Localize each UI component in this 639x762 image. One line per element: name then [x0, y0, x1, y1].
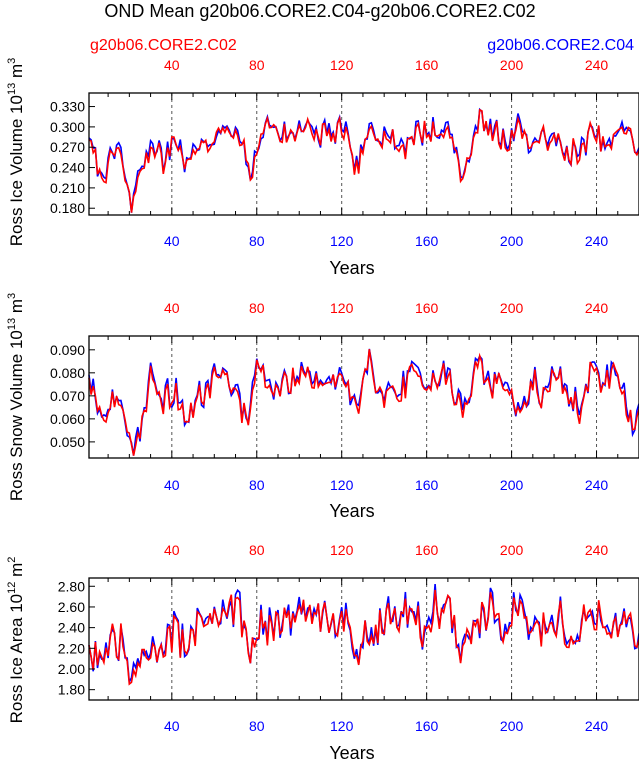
x-tick-label-top: 80 [249, 57, 265, 73]
x-tick-label-bottom: 160 [415, 477, 439, 493]
plot-frame [88, 335, 639, 459]
y-tick-label: 0.050 [50, 434, 85, 450]
x-tick-label-bottom: 120 [330, 477, 354, 493]
x-tick-label-bottom: 120 [330, 718, 354, 734]
x-tick-label-top: 40 [164, 300, 180, 316]
x-tick-label-bottom: 80 [249, 477, 265, 493]
x-tick-label-bottom: 40 [164, 718, 180, 734]
x-tick-label-top: 120 [330, 57, 354, 73]
legend-c02-label: g20b06.CORE2.C02 [90, 37, 237, 54]
chart-panel-1: 40 40 80 80 120 120 160 160 200 200 240 240 0.180 0.2… [6, 57, 639, 278]
x-axis-label: Years [329, 258, 374, 278]
y-tick-label: 0.080 [50, 365, 85, 381]
series-line-c02 [88, 349, 639, 456]
x-tick-label-bottom: 240 [585, 477, 609, 493]
legend-c04-label: g20b06.CORE2.C04 [487, 37, 634, 54]
y-axis-label: Ross Ice Volume 1013 m3 [6, 58, 26, 246]
y-tick-label: 0.060 [50, 411, 85, 427]
x-tick-label-top: 200 [500, 57, 524, 73]
x-tick-label-bottom: 40 [164, 233, 180, 249]
y-tick-label: 1.80 [58, 682, 85, 698]
series-line-c02 [88, 108, 639, 213]
y-tick-label: 2.40 [58, 620, 85, 636]
x-tick-label-bottom: 80 [249, 233, 265, 249]
y-tick-label: 0.180 [50, 200, 85, 216]
x-tick-label-bottom: 80 [249, 718, 265, 734]
x-tick-label-bottom: 160 [415, 718, 439, 734]
y-tick-label: 0.070 [50, 388, 85, 404]
y-tick-label: 0.300 [50, 119, 85, 135]
x-tick-label-top: 80 [249, 542, 265, 558]
chart-panel-3: 40 40 80 80 120 120 160 160 200 200 240 240 1.80 2.00… [6, 542, 639, 762]
y-tick-label: 2.60 [58, 599, 85, 615]
x-tick-label-bottom: 200 [500, 233, 524, 249]
x-tick-label-bottom: 240 [585, 718, 609, 734]
y-tick-label: 0.090 [50, 342, 85, 358]
x-tick-label-top: 160 [415, 300, 439, 316]
chart-panel-2: 40 40 80 80 120 120 160 160 200 200 240 240 0.050 0.0… [6, 293, 639, 521]
x-tick-label-bottom: 40 [164, 477, 180, 493]
x-tick-label-bottom: 200 [500, 477, 524, 493]
x-tick-label-top: 120 [330, 542, 354, 558]
y-tick-label: 2.00 [58, 661, 85, 677]
y-tick-label: 0.270 [50, 139, 85, 155]
y-tick-label: 2.20 [58, 640, 85, 656]
x-axis-label: Years [329, 743, 374, 762]
chart-title: OND Mean g20b06.CORE2.C04-g20b06.CORE2.C… [104, 1, 535, 21]
x-tick-label-top: 200 [500, 542, 524, 558]
plot-frame [88, 577, 639, 701]
y-axis-label: Ross Snow Volume 1013 m3 [6, 293, 26, 501]
x-tick-label-bottom: 120 [330, 233, 354, 249]
x-tick-label-top: 160 [415, 542, 439, 558]
y-tick-label: 0.330 [50, 99, 85, 115]
plot-frame [88, 92, 639, 216]
x-tick-label-bottom: 200 [500, 718, 524, 734]
y-tick-label: 0.210 [50, 180, 85, 196]
x-tick-label-top: 160 [415, 57, 439, 73]
y-tick-label: 2.80 [58, 578, 85, 594]
y-tick-label: 0.240 [50, 160, 85, 176]
x-tick-label-top: 240 [585, 542, 609, 558]
x-tick-label-bottom: 240 [585, 233, 609, 249]
x-tick-label-top: 80 [249, 300, 265, 316]
x-tick-label-top: 200 [500, 300, 524, 316]
x-tick-label-top: 120 [330, 300, 354, 316]
series-line-c02 [88, 589, 639, 686]
x-tick-label-top: 240 [585, 300, 609, 316]
y-axis-label: Ross Ice Area 1012 m2 [6, 557, 26, 724]
x-tick-label-bottom: 160 [415, 233, 439, 249]
x-tick-label-top: 40 [164, 57, 180, 73]
x-tick-label-top: 240 [585, 57, 609, 73]
x-tick-label-top: 40 [164, 542, 180, 558]
x-axis-label: Years [329, 501, 374, 521]
